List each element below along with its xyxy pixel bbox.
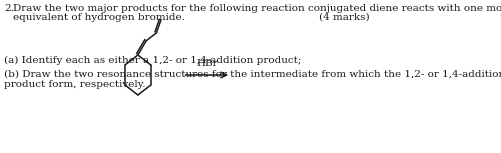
Text: equivalent of hydrogen bromide.: equivalent of hydrogen bromide.: [13, 13, 184, 22]
Text: (a) Identify each as either a 1,2- or 1,4-addition product;: (a) Identify each as either a 1,2- or 1,…: [5, 56, 301, 65]
Text: Draw the two major products for the following reaction conjugated diene reacts w: Draw the two major products for the foll…: [13, 4, 501, 13]
Text: product form, respectively.: product form, respectively.: [5, 80, 146, 89]
Text: (b) Draw the two resonance structures for the intermediate from which the 1,2- o: (b) Draw the two resonance structures fo…: [5, 70, 501, 79]
Text: 2.: 2.: [5, 4, 15, 13]
Text: (4 marks): (4 marks): [319, 13, 369, 22]
Text: HBr: HBr: [195, 59, 217, 68]
